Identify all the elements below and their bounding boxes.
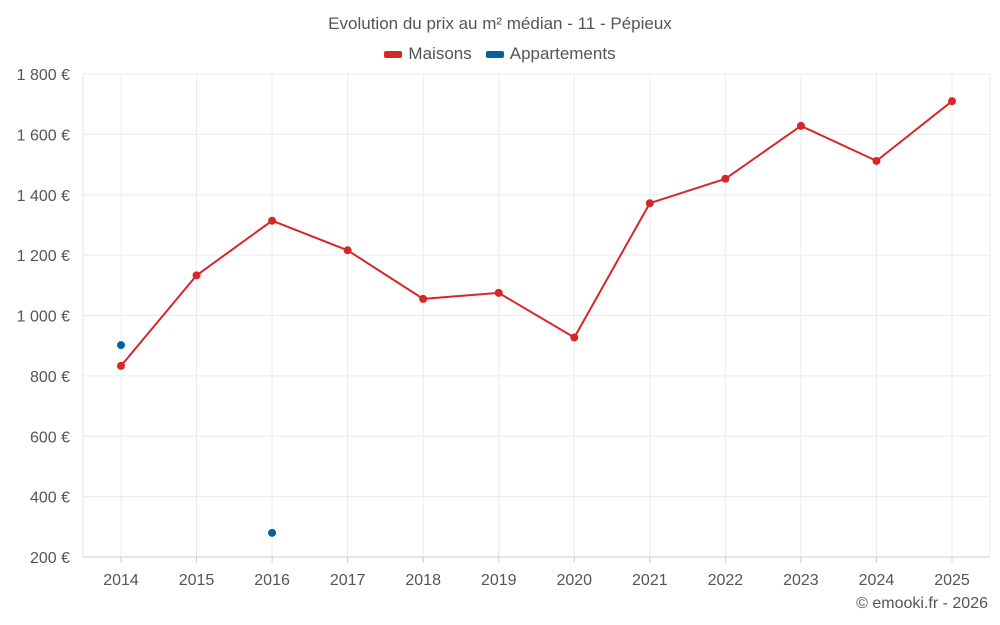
x-tick-label: 2016	[254, 572, 290, 589]
x-tick-label: 2018	[405, 572, 441, 589]
legend-swatch-appartements	[485, 50, 504, 58]
y-tick-label: 1 400 €	[17, 188, 70, 205]
x-tick-label: 2024	[859, 572, 895, 589]
axes	[82, 74, 991, 563]
y-axis-ticks: 200 € 400 € 600 € 800 € 1 000 € 1 200 € 1 400 …	[17, 67, 70, 567]
x-tick-label: 2023	[783, 572, 819, 589]
x-tick-label: 2017	[330, 572, 366, 589]
data-point-maisons[interactable]	[948, 97, 956, 106]
data-point-maisons[interactable]	[419, 294, 428, 303]
data-point-maisons[interactable]	[494, 288, 503, 297]
x-axis-ticks: 2014 2015 2016 2017 2018 2019 2020 2021 2022 2023…	[103, 572, 970, 589]
y-tick-label: 200 €	[30, 550, 70, 567]
data-point-appartements[interactable]	[268, 528, 277, 537]
series-layer	[117, 97, 956, 537]
x-tick-label: 2025	[934, 572, 970, 589]
x-tick-label: 2022	[708, 572, 744, 589]
data-point-maisons[interactable]	[570, 333, 579, 342]
data-point-maisons[interactable]	[872, 156, 881, 165]
legend-swatch-maisons	[384, 50, 403, 58]
y-tick-label: 800 €	[30, 369, 70, 386]
x-tick-label: 2020	[556, 572, 592, 589]
y-tick-label: 400 €	[30, 490, 70, 507]
legend-item-appartements[interactable]: Appartements	[485, 44, 616, 64]
x-tick-label: 2021	[632, 572, 668, 589]
legend-label-appartements: Appartements	[509, 44, 616, 63]
data-point-maisons[interactable]	[721, 174, 730, 183]
y-tick-label: 1 600 €	[17, 127, 70, 144]
x-tick-label: 2019	[481, 572, 517, 589]
data-point-maisons[interactable]	[343, 246, 352, 255]
data-point-maisons[interactable]	[268, 216, 277, 225]
legend-label-maisons: Maisons	[408, 44, 472, 63]
data-point-appartements[interactable]	[117, 341, 125, 350]
y-tick-label: 1 200 €	[17, 248, 70, 265]
legend-item-maisons[interactable]: Maisons	[384, 44, 472, 64]
y-tick-label: 1 800 €	[17, 67, 70, 84]
x-tick-label: 2014	[103, 572, 139, 589]
data-point-maisons[interactable]	[796, 121, 805, 130]
series-line-maisons	[120, 100, 953, 367]
data-point-maisons[interactable]	[645, 199, 654, 208]
y-tick-label: 1 000 €	[17, 309, 70, 326]
data-point-maisons[interactable]	[117, 361, 125, 370]
data-point-maisons[interactable]	[192, 271, 201, 280]
x-tick-label: 2015	[179, 572, 215, 589]
y-tick-label: 600 €	[30, 429, 70, 446]
credit-text: © emooki.fr - 2026	[856, 595, 988, 612]
legend: Maisons Appartements	[0, 44, 1000, 64]
chart-title: Evolution du prix au m² médian - 11 - Pé…	[328, 14, 672, 33]
